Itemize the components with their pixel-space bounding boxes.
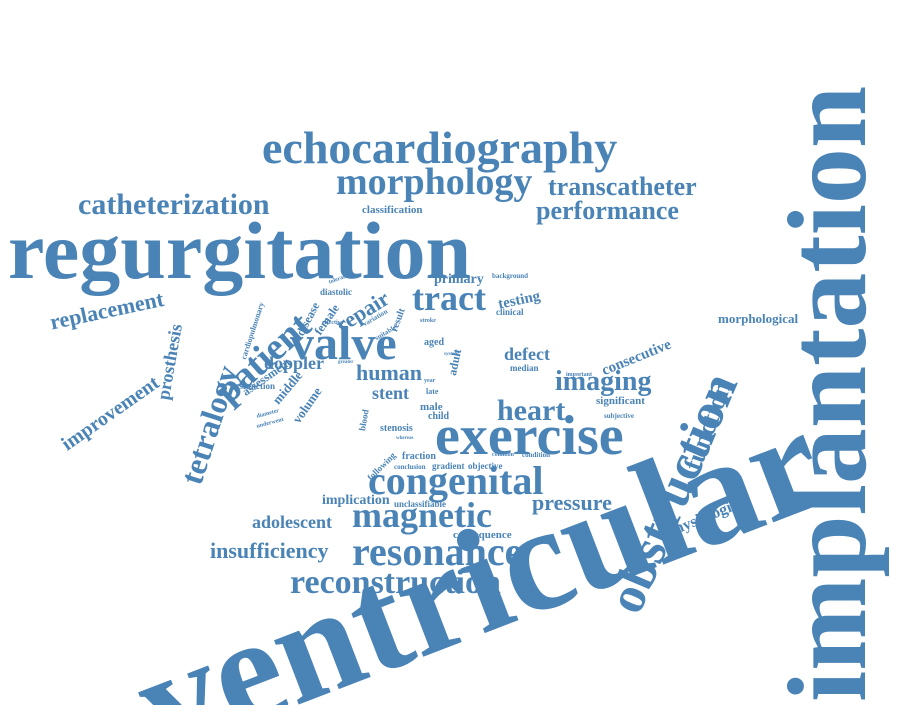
- word-improvement: improvement: [57, 371, 164, 456]
- word-pressure: pressure: [532, 490, 612, 515]
- word-performance: performance: [536, 196, 679, 225]
- word-male: male: [420, 401, 443, 413]
- word-background: background: [492, 272, 529, 280]
- word-consequence: consequence: [453, 529, 512, 541]
- word-child: child: [428, 411, 450, 422]
- word-heart: heart: [497, 394, 566, 427]
- word-systolic: systolic: [444, 352, 460, 357]
- word-implication: implication: [322, 493, 390, 508]
- word-late: late: [426, 387, 439, 396]
- word-exercise: exercise: [435, 405, 624, 467]
- word-tract: tract: [412, 278, 486, 318]
- word-blood: blood: [357, 408, 371, 432]
- word-dysfunction: dysfunction: [230, 381, 276, 391]
- word-classification: classification: [362, 204, 423, 216]
- word-stent: stent: [372, 383, 409, 403]
- word-fraction: fraction: [402, 451, 436, 462]
- word-common: common: [492, 452, 514, 458]
- word-condition: condition: [522, 451, 551, 459]
- word-gradient: gradient: [432, 461, 465, 471]
- word-median: median: [510, 363, 539, 373]
- word-prosthesis: prosthesis: [153, 322, 187, 402]
- word-subjective: subjective: [604, 412, 634, 420]
- word-stroke: stroke: [420, 318, 436, 324]
- word-doppler: doppler: [264, 353, 325, 373]
- word-catheterization: catheterization: [78, 188, 270, 221]
- word-volume: volume: [289, 384, 325, 427]
- word-diastolic: diastolic: [320, 287, 353, 297]
- word-morphological: morphological: [718, 311, 799, 326]
- word-whereas: whereas: [396, 436, 414, 441]
- word-clinical: clinical: [496, 307, 524, 317]
- word-echocardiography: echocardiography: [262, 122, 618, 173]
- word-aged: aged: [424, 337, 444, 348]
- word-regurgitation: regurgitation: [8, 205, 472, 296]
- word-greater: greater: [338, 360, 354, 365]
- word-magnetic: magnetic: [352, 495, 492, 535]
- word-resonance: resonance: [352, 529, 523, 574]
- word-year: year: [424, 378, 436, 384]
- word-conclusion: conclusion: [394, 463, 426, 471]
- word-defect: defect: [504, 344, 550, 364]
- word-significant: significant: [596, 395, 645, 407]
- word-valve: valve: [290, 317, 397, 370]
- word-implantation: implantation: [766, 85, 890, 702]
- word-reconstruction: reconstruction: [290, 564, 501, 601]
- word-imaging: imaging: [555, 366, 652, 397]
- word-primary: primary: [434, 272, 484, 287]
- word-congenital: congenital: [368, 458, 544, 503]
- word-stenosis: stenosis: [380, 423, 413, 434]
- word-insufficiency: insufficiency: [210, 538, 329, 563]
- word-effective: effective: [322, 320, 344, 326]
- word-morphology: morphology: [336, 161, 533, 203]
- word-important: important: [566, 372, 592, 378]
- word-objective: objective: [468, 461, 503, 471]
- word-transcatheter: transcatheter: [548, 172, 697, 201]
- word-adolescent: adolescent: [252, 512, 332, 532]
- word-human: human: [356, 360, 423, 385]
- word-unclassifiable: unclassifiable: [394, 499, 447, 509]
